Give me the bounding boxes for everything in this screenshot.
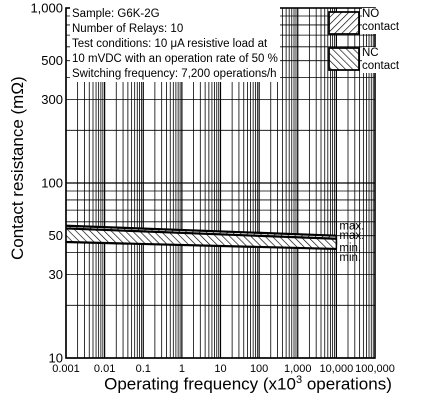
note-line: Sample: G6K-2G	[72, 8, 160, 20]
x-tick-label: 100,000	[355, 363, 395, 375]
legend-swatch-no	[328, 11, 360, 35]
y-tick-label: 1,000	[30, 1, 63, 16]
legend-label-nc: NC contact	[362, 47, 407, 73]
x-tick-labels: 0.001 0.01 0.1 1 10 100 1,000 10,000 100,000	[52, 363, 395, 375]
y-tick-label: 100	[41, 176, 63, 191]
legend-label-no: NO contact	[362, 8, 407, 34]
x-axis-title-main: Operating frequency (x10	[104, 374, 296, 394]
x-axis-title-exponent: 3	[295, 374, 303, 386]
x-tick-label: 1	[179, 363, 185, 375]
band-hatch-nc	[66, 228, 337, 249]
x-tick-label: 10,000	[320, 363, 354, 375]
band-end-label: min.	[339, 242, 361, 254]
x-tick-label: 0.01	[94, 363, 115, 375]
legend-swatch-nc	[328, 47, 360, 71]
y-tick-label: 10	[49, 351, 63, 366]
x-tick-label: 100	[250, 363, 268, 375]
x-axis-title: Operating frequency (x103 operations)	[58, 374, 438, 395]
legend-label-nc-line2: contact	[362, 60, 400, 72]
x-tick-label: 10	[214, 363, 226, 375]
band-max-line	[65, 227, 337, 240]
note-line: 10 mVDC with an operation rate of 50 %	[72, 53, 278, 65]
legend-label-no-line2: contact	[362, 21, 400, 33]
data-bands	[65, 224, 338, 251]
y-tick-label: 30	[49, 267, 63, 282]
test-conditions-note: Sample: G6K-2G Number of Relays: 10 Test…	[70, 7, 280, 82]
band-end-label: min.	[339, 252, 361, 264]
note-line: Test conditions: 10 μA resistive load at	[72, 38, 268, 50]
band-min-line	[65, 240, 337, 251]
x-tick-label: 0.001	[52, 363, 80, 375]
y-tick-labels: 10 30 50 100 300 500 1,000	[30, 1, 63, 366]
x-tick-label: 1,000	[284, 363, 312, 375]
y-axis-title: Contact resistance (mΩ)	[8, 76, 27, 260]
x-tick-label: 0.1	[136, 363, 151, 375]
y-tick-label: 300	[41, 92, 63, 107]
band-max-line	[65, 224, 337, 237]
band-end-label: max.	[339, 230, 364, 242]
y-tick-label: 50	[49, 228, 63, 243]
legend-label-nc-line1: NC	[362, 47, 379, 59]
band-end-label: max.	[339, 221, 364, 233]
note-line: Switching frequency: 7,200 operations/h	[72, 68, 277, 80]
legend-label-no-line1: NO	[362, 8, 380, 20]
y-tick-label: 500	[41, 53, 63, 68]
band-end-labels: max.max.min.min.	[339, 221, 364, 264]
x-axis-title-end: operations)	[302, 374, 392, 394]
note-line: Number of Relays: 10	[72, 23, 184, 35]
